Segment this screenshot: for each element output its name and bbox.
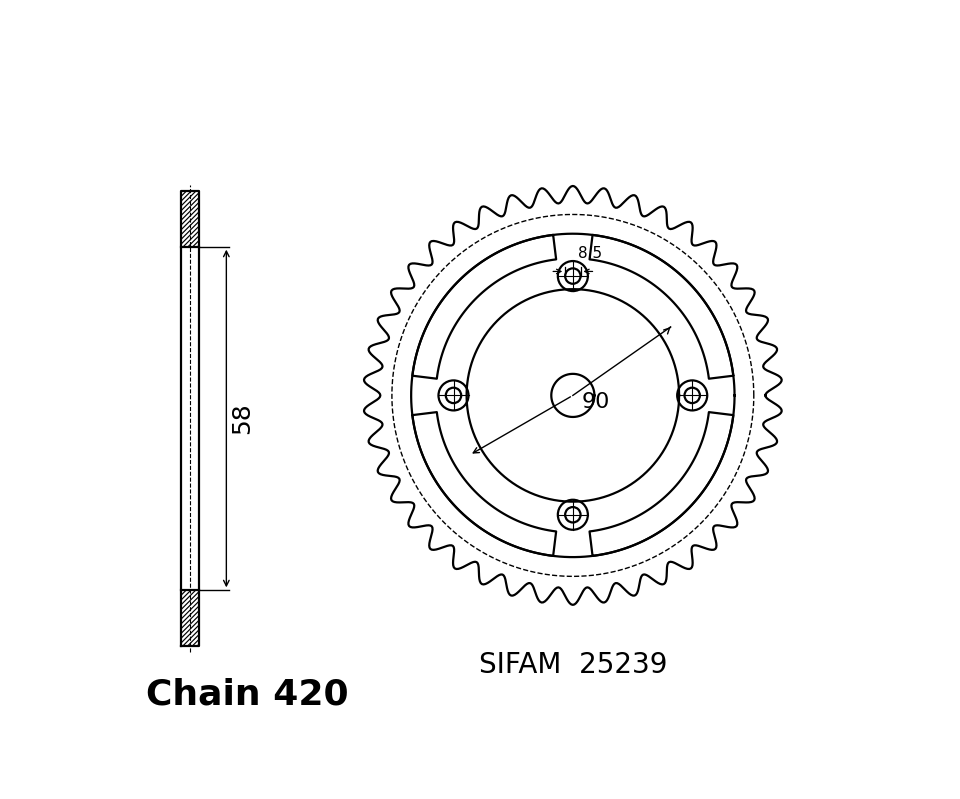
Text: Chain 420: Chain 420 — [146, 678, 348, 711]
Text: 58: 58 — [229, 403, 253, 435]
Text: 90: 90 — [582, 392, 611, 411]
Text: 8.5: 8.5 — [578, 245, 602, 260]
Text: SIFAM  25239: SIFAM 25239 — [479, 651, 667, 679]
